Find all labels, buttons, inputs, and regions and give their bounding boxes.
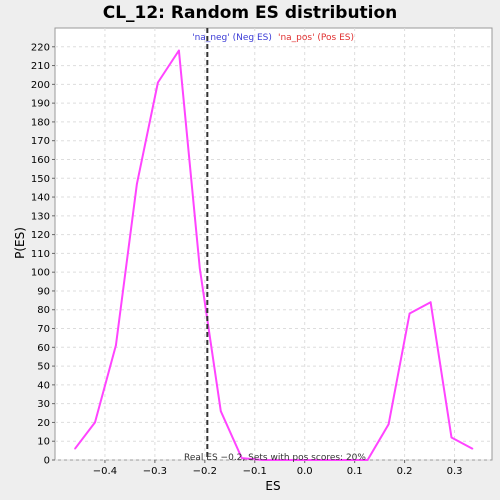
data-point — [429, 301, 432, 304]
y-tick-label: 70 — [37, 324, 50, 335]
data-point — [136, 183, 138, 185]
legend-pos-es: 'na_pos' (Pos ES) — [278, 33, 354, 43]
data-point — [94, 421, 96, 424]
x-tick-label: 0.3 — [447, 466, 463, 477]
y-axis-label: P(ES) — [13, 227, 27, 259]
data-point — [408, 312, 411, 315]
series-group — [74, 49, 474, 461]
y-tick-label: 180 — [31, 117, 50, 128]
x-tick-label: −0.2 — [193, 466, 217, 477]
y-tick-label: 150 — [31, 174, 50, 185]
y-tick-label: 120 — [31, 230, 50, 241]
data-point — [220, 410, 222, 412]
x-axis-ticks: −0.4 −0.3 −0.2 −0.1 0.0 0.1 0.2 0.3 — [93, 460, 463, 477]
data-point — [178, 49, 180, 52]
data-point — [240, 457, 243, 459]
chart-title: CL_12: Random ES distribution — [103, 3, 398, 23]
y-tick-label: 60 — [37, 343, 50, 354]
y-tick-label: 210 — [31, 61, 50, 72]
x-tick-label: −0.4 — [93, 466, 117, 477]
data-point — [199, 267, 201, 270]
x-tick-label: −0.3 — [143, 466, 167, 477]
x-tick-label: 0.2 — [397, 466, 413, 477]
data-point — [74, 447, 76, 450]
y-tick-label: 190 — [31, 99, 50, 110]
data-point — [324, 459, 327, 461]
data-point — [157, 81, 159, 84]
legend-neg-es: 'na_neg' (Neg ES) — [192, 33, 272, 43]
x-axis-label: ES — [265, 479, 280, 493]
y-tick-label: 170 — [31, 136, 50, 147]
data-point — [261, 459, 264, 461]
y-tick-label: 0 — [44, 456, 50, 467]
y-axis-ticks: 0 10 20 30 40 50 60 70 80 90 100 110 120 130 140 150 160… — [31, 42, 55, 467]
y-tick-label: 200 — [31, 80, 50, 91]
x-tick-label: 0.0 — [297, 466, 313, 477]
y-tick-label: 100 — [31, 268, 50, 279]
x-tick-label: 0.1 — [347, 466, 363, 477]
y-tick-label: 140 — [31, 193, 50, 204]
y-tick-label: 30 — [37, 399, 50, 410]
y-tick-label: 130 — [31, 211, 50, 222]
series-line-0 — [74, 49, 473, 461]
data-point — [366, 459, 369, 461]
plot-area — [54, 27, 493, 461]
data-point — [345, 459, 348, 461]
y-tick-label: 50 — [37, 362, 50, 373]
y-tick-label: 110 — [31, 249, 50, 260]
data-point — [387, 423, 390, 426]
data-point — [282, 459, 285, 461]
real-es-annotation: Real ES −0.2, Sets with pos scores: 20% — [184, 453, 366, 463]
y-tick-label: 10 — [37, 437, 50, 448]
y-tick-label: 40 — [37, 380, 50, 391]
x-tick-label: −0.1 — [243, 466, 267, 477]
data-point — [115, 344, 117, 347]
y-tick-label: 80 — [37, 305, 50, 316]
y-tick-label: 160 — [31, 155, 50, 166]
data-point — [303, 459, 306, 461]
grid — [55, 28, 492, 461]
y-tick-label: 220 — [31, 42, 50, 53]
y-tick-label: 20 — [37, 418, 50, 429]
data-point — [450, 436, 453, 439]
data-point — [471, 447, 474, 450]
y-tick-label: 90 — [37, 286, 50, 297]
